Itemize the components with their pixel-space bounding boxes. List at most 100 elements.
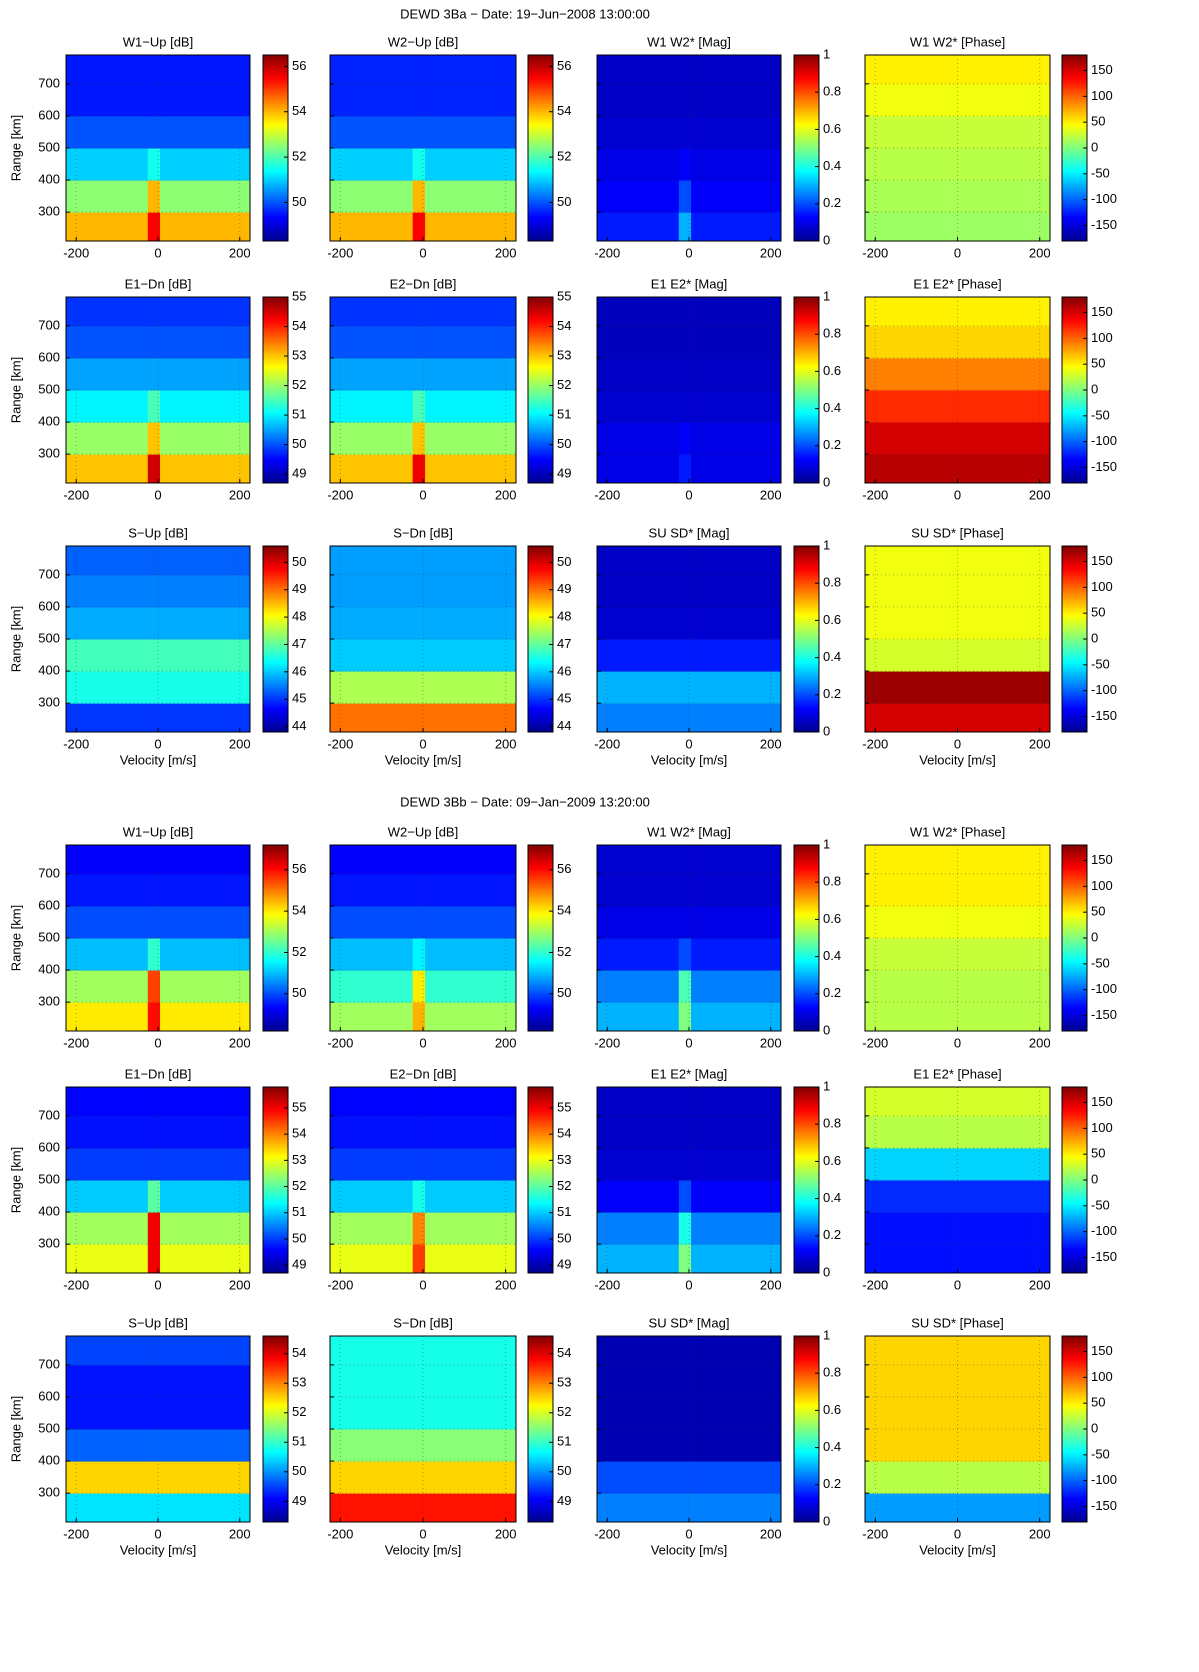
colorbar-tick-label: 53 xyxy=(292,347,306,362)
heatmap-cell xyxy=(597,390,680,423)
heatmap-cell xyxy=(691,1493,782,1523)
heatmap-cell xyxy=(691,574,782,608)
heatmap-cell xyxy=(330,297,414,327)
heatmap-cell xyxy=(959,55,1051,85)
y-tick-label: 600 xyxy=(38,1139,60,1154)
y-tick-label: 300 xyxy=(38,695,60,710)
plot-frame xyxy=(65,296,251,484)
colorbar-tick-label: 53 xyxy=(292,1375,306,1390)
heatmap-cell xyxy=(330,703,414,733)
colorbar-tick-label: -100 xyxy=(1091,433,1117,448)
colorbar-tick-label: 150 xyxy=(1091,62,1113,77)
colorbar-tick-label: 51 xyxy=(292,407,306,422)
colorbar-tick-label: 51 xyxy=(557,407,571,422)
colorbar-tick-label: 50 xyxy=(557,436,571,451)
heatmap-cell xyxy=(330,115,414,149)
colorbar-tick-label: 50 xyxy=(557,554,571,569)
heatmap-cell xyxy=(959,1115,1051,1149)
heatmap-cell xyxy=(66,606,149,640)
heatmap-cell xyxy=(160,1115,251,1149)
heatmap-cell xyxy=(330,1180,414,1213)
heatmap-cell xyxy=(412,212,426,242)
colorbar xyxy=(1061,296,1088,484)
heatmap-cell xyxy=(865,115,948,149)
colorbar-tick-label: 56 xyxy=(292,861,306,876)
heatmap-cell xyxy=(678,454,692,484)
panel-title: W2−Up [dB] xyxy=(388,34,458,49)
x-tick-label: 0 xyxy=(954,1035,961,1050)
heatmap-cell xyxy=(678,1115,692,1149)
heatmap-cell xyxy=(678,390,692,423)
heatmap-cell xyxy=(678,938,692,971)
y-axis-label: Range [km] xyxy=(8,1147,23,1213)
heatmap-cell xyxy=(865,1429,948,1462)
colorbar-tick-label: 52 xyxy=(557,377,571,392)
heatmap-cell xyxy=(425,83,517,117)
heatmap-cell xyxy=(330,606,414,640)
heatmap-cell xyxy=(947,1364,961,1398)
heatmap-cell xyxy=(160,1429,251,1462)
x-tick-label: 200 xyxy=(229,1277,251,1292)
heatmap-cell xyxy=(147,873,161,907)
heatmap-cell xyxy=(147,212,161,242)
heatmap-cell xyxy=(147,1180,161,1213)
heatmap-cell xyxy=(865,1336,948,1366)
heatmap-cell xyxy=(947,1244,961,1274)
heatmap-cell xyxy=(678,1002,692,1032)
colorbar-tick-label: 50 xyxy=(557,1463,571,1478)
colorbar-tick-label: 54 xyxy=(557,903,571,918)
heatmap-cell xyxy=(678,212,692,242)
heatmap-cell xyxy=(947,297,961,327)
heatmap-cell xyxy=(330,454,414,484)
colorbar-tick-label: -50 xyxy=(1091,1446,1110,1461)
heatmap-cell xyxy=(678,639,692,672)
heatmap-cell xyxy=(959,1180,1051,1213)
colorbar xyxy=(1061,545,1088,733)
heatmap-cell xyxy=(947,606,961,640)
heatmap-cell xyxy=(147,1336,161,1366)
heatmap-cell xyxy=(66,1364,149,1398)
heatmap-cell xyxy=(959,180,1051,213)
x-axis-label: Velocity [m/s] xyxy=(651,752,728,767)
colorbar-tick-label: -100 xyxy=(1091,1223,1117,1238)
x-tick-label: 200 xyxy=(495,1277,517,1292)
colorbar xyxy=(262,1335,289,1523)
colorbar-tick-label: 1 xyxy=(823,288,830,303)
heatmap-cell xyxy=(330,671,414,704)
heatmap-cell xyxy=(412,905,426,939)
heatmap-cell xyxy=(160,148,251,181)
x-tick-label: -200 xyxy=(862,1526,888,1541)
heatmap-cell xyxy=(691,703,782,733)
heatmap-cell xyxy=(678,703,692,733)
x-tick-label: 0 xyxy=(154,487,161,502)
heatmap-cell xyxy=(678,1493,692,1523)
heatmap-cell xyxy=(947,1180,961,1213)
colorbar-tick-label: 50 xyxy=(1091,1146,1105,1161)
heatmap-cell xyxy=(597,1429,680,1462)
x-tick-label: 0 xyxy=(954,245,961,260)
heatmap-cell xyxy=(147,390,161,423)
heatmap-cell xyxy=(412,325,426,359)
heatmap-cell xyxy=(412,1212,426,1245)
heatmap-cell xyxy=(865,1212,948,1245)
heatmap-cell xyxy=(160,297,251,327)
heatmap-cell xyxy=(66,905,149,939)
colorbar-tick-label: -50 xyxy=(1091,407,1110,422)
heatmap-cell xyxy=(412,546,426,576)
heatmap-cell xyxy=(412,1087,426,1117)
heatmap-cell xyxy=(330,1087,414,1117)
x-axis-label: Velocity [m/s] xyxy=(919,1542,996,1557)
heatmap-cell xyxy=(947,1336,961,1366)
colorbar-tick-label: 48 xyxy=(292,609,306,624)
heatmap-cell xyxy=(959,574,1051,608)
colorbar xyxy=(1061,1335,1088,1523)
panel-title: S−Up [dB] xyxy=(128,1315,188,1330)
heatmap-cell xyxy=(160,422,251,455)
panel-title: W1−Up [dB] xyxy=(123,34,193,49)
heatmap-cell xyxy=(678,180,692,213)
colorbar-tick-label: 52 xyxy=(557,1178,571,1193)
colorbar-tick-label: 0.8 xyxy=(823,1116,841,1131)
heatmap-cell xyxy=(597,873,680,907)
heatmap-cell xyxy=(691,905,782,939)
heatmap-cell xyxy=(412,1180,426,1213)
